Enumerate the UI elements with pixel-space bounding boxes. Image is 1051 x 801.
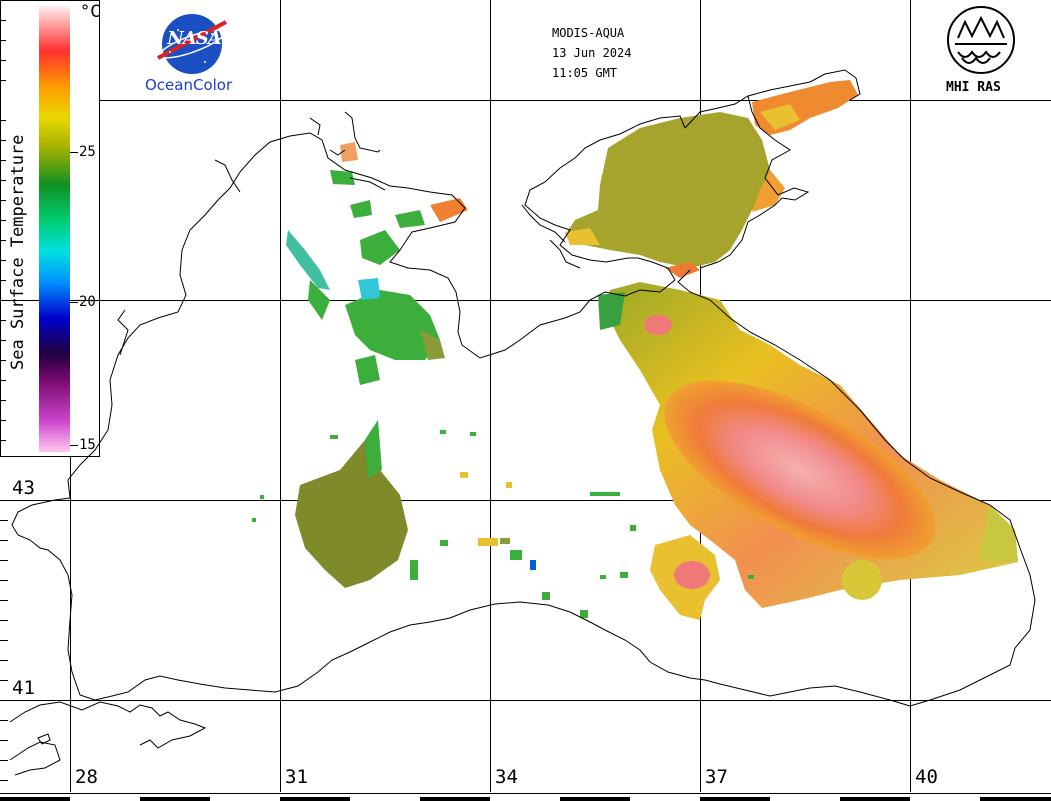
- lat-label-43: 43: [12, 477, 35, 499]
- hot-core: [664, 380, 936, 560]
- azov-sst-field: [565, 112, 780, 268]
- nw-shelf-patches: [286, 142, 468, 385]
- mhi-logo: [947, 6, 1015, 74]
- crimea-cold-patch: [598, 292, 625, 330]
- azov-sw-warm: [565, 228, 600, 245]
- colorbar-tick-25: 25: [79, 144, 96, 160]
- nasa-logo-text: NASA: [167, 28, 221, 49]
- crimea-east-hotspot: [644, 315, 672, 335]
- sensor-label: MODIS-AQUA: [552, 26, 625, 40]
- scattered-clouds-gaps: [252, 430, 754, 618]
- lon-label-31: 31: [285, 766, 308, 788]
- azov-east-warm: [752, 170, 785, 212]
- kerch-warm: [665, 262, 700, 278]
- colorbar-tick-20: 20: [79, 294, 96, 310]
- ruler-left: [0, 20, 8, 781]
- colorbar-title: Sea Surface Temperature: [8, 134, 28, 370]
- coastline: [9, 69, 1036, 776]
- lon-label-40: 40: [915, 766, 938, 788]
- ruler-bottom: [0, 793, 1051, 801]
- oceancolor-label: OceanColor: [145, 76, 233, 94]
- time-label: 11:05 GMT: [552, 66, 618, 80]
- colorbar-ticks: [70, 152, 78, 446]
- eddy-south: [842, 560, 882, 600]
- lon-label-34: 34: [495, 766, 518, 788]
- west-central-sst-field: [295, 420, 408, 588]
- colorbar-tick-15: 15: [79, 437, 96, 453]
- lon-label-37: 37: [705, 766, 728, 788]
- nasa-logo: [157, 14, 227, 74]
- georgia-coast-field: [980, 505, 1018, 562]
- se-patch-hot: [674, 561, 710, 589]
- lat-label-41: 41: [12, 677, 35, 699]
- taganrog-inner: [760, 104, 800, 130]
- west-central-green-edge: [365, 420, 382, 478]
- taganrog-sst-field: [752, 80, 858, 135]
- colorbar-frame: [0, 0, 100, 457]
- mhi-ras-label: MHI RAS: [946, 80, 1001, 95]
- lon-label-28: 28: [75, 766, 98, 788]
- colorbar: [39, 6, 70, 452]
- colorbar-unit: °C: [80, 2, 101, 22]
- date-label: 13 Jun 2024: [552, 46, 632, 60]
